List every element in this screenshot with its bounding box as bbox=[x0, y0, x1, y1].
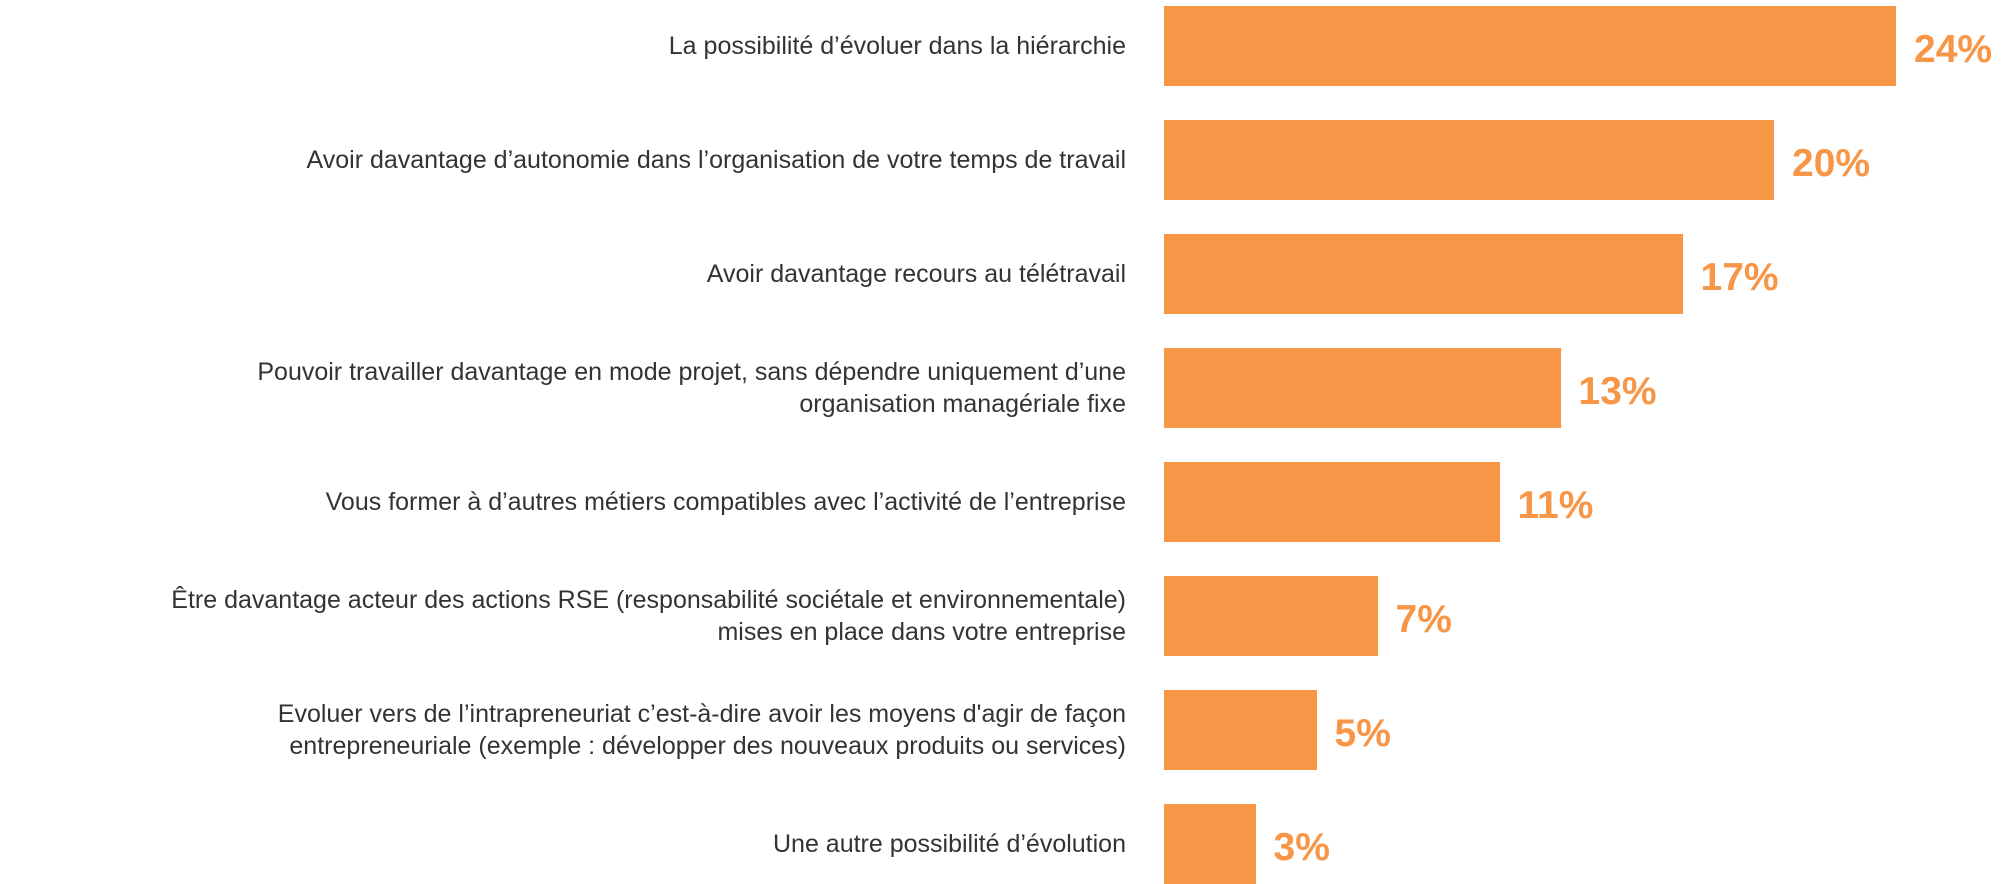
category-label: Une autre possibilité d’évolution bbox=[773, 830, 1126, 858]
value-label: 5% bbox=[1334, 712, 1391, 755]
value-label: 13% bbox=[1578, 370, 1657, 413]
category-label: Être davantage acteur des actions RSE (r… bbox=[171, 586, 1126, 646]
category-label: Pouvoir travailler davantage en mode pro… bbox=[257, 358, 1126, 418]
value-label: 3% bbox=[1273, 826, 1330, 869]
bar bbox=[1164, 690, 1317, 770]
bar bbox=[1164, 6, 1896, 86]
bar bbox=[1164, 804, 1256, 884]
bar bbox=[1164, 348, 1561, 428]
bar bbox=[1164, 462, 1500, 542]
bar bbox=[1164, 576, 1378, 656]
bar bbox=[1164, 120, 1774, 200]
value-label: 24% bbox=[1914, 28, 1993, 71]
value-label: 17% bbox=[1700, 256, 1779, 299]
category-label: Avoir davantage recours au télétravail bbox=[706, 260, 1126, 288]
value-label: 7% bbox=[1395, 598, 1452, 641]
category-label: La possibilité d’évoluer dans la hiérarc… bbox=[668, 32, 1126, 60]
category-label: Avoir davantage d’autonomie dans l’organ… bbox=[306, 146, 1126, 174]
bar bbox=[1164, 234, 1683, 314]
value-label: 20% bbox=[1792, 142, 1871, 185]
category-label: Evoluer vers de l’intrapreneuriat c’est-… bbox=[277, 700, 1126, 760]
category-label: Vous former à d’autres métiers compatibl… bbox=[325, 488, 1126, 516]
value-label: 11% bbox=[1517, 484, 1594, 527]
